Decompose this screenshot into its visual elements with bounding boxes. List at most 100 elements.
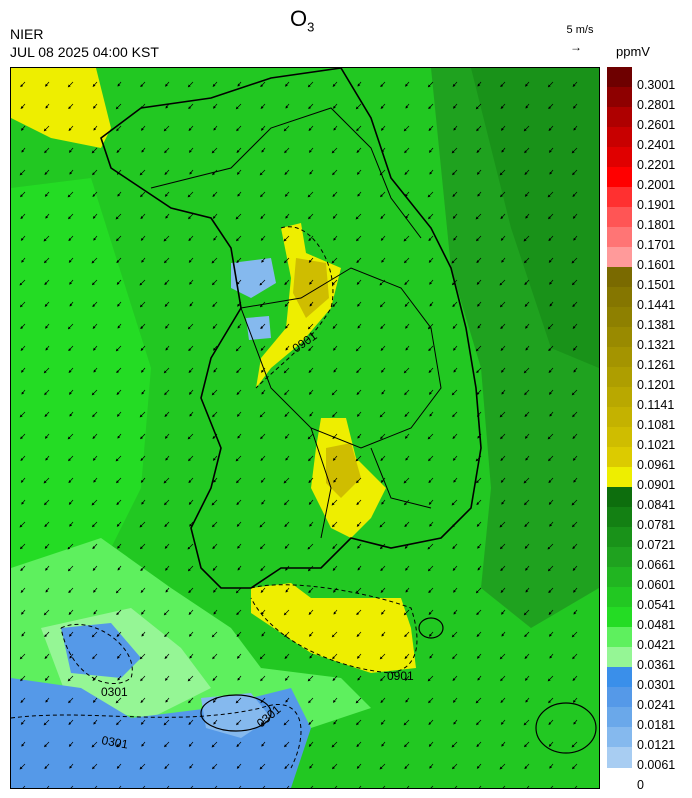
wind-vector-arrow bbox=[428, 609, 434, 615]
wind-vector-arrow bbox=[236, 389, 242, 396]
wind-vector-arrow bbox=[44, 433, 50, 439]
legend-tick-label: 0.0241 bbox=[637, 698, 676, 712]
wind-vector-arrow bbox=[19, 279, 26, 286]
wind-vector-arrow bbox=[427, 81, 434, 88]
wind-vector-arrow bbox=[452, 675, 458, 682]
wind-vector-arrow bbox=[307, 323, 314, 330]
province-borders bbox=[240, 267, 442, 449]
wind-vector-arrow bbox=[524, 433, 530, 439]
wind-vector-arrow bbox=[164, 191, 170, 197]
legend-swatch bbox=[607, 747, 632, 768]
wind-vector-arrow bbox=[284, 433, 290, 439]
wind-vector-arrow bbox=[237, 565, 242, 571]
wind-vector-arrow bbox=[212, 565, 218, 571]
wind-vector-arrow bbox=[163, 367, 170, 374]
wind-vector-arrow bbox=[429, 763, 434, 769]
wind-vector-arrow bbox=[236, 147, 242, 154]
wind-vector-arrow bbox=[476, 411, 482, 417]
wind-vector-arrow bbox=[115, 213, 122, 220]
legend-swatch bbox=[607, 647, 632, 668]
wind-vector-arrow bbox=[285, 103, 290, 109]
wind-vector-arrow bbox=[572, 565, 578, 571]
wind-vector-arrow bbox=[357, 565, 362, 571]
wind-vector-arrow bbox=[476, 609, 482, 616]
wind-vector-arrow bbox=[428, 213, 434, 220]
wind-vector-arrow bbox=[332, 675, 338, 682]
wind-vector-arrow bbox=[164, 389, 170, 396]
island-jeju bbox=[200, 694, 272, 732]
wind-vector-arrow bbox=[20, 433, 26, 440]
wind-vector-arrow bbox=[260, 675, 266, 682]
legend-tick-label: 0.1441 bbox=[637, 298, 676, 312]
wind-vector-arrow bbox=[163, 609, 170, 616]
wind-vector-arrow bbox=[355, 235, 362, 242]
wind-vector-arrow bbox=[357, 191, 362, 197]
wind-vector-arrow bbox=[212, 301, 218, 308]
wind-vector-arrow bbox=[116, 125, 122, 132]
wind-vector-arrow bbox=[524, 389, 530, 396]
wind-vector-arrow bbox=[572, 653, 578, 660]
wind-vector-arrow bbox=[525, 565, 530, 571]
wind-vector-arrow bbox=[188, 367, 194, 373]
wind-vector-arrow bbox=[140, 697, 146, 704]
wind-vector-arrow bbox=[332, 411, 338, 418]
wind-vector-arrow bbox=[45, 697, 50, 703]
wind-vector-arrow bbox=[499, 521, 506, 528]
wind-vector-arrow bbox=[165, 345, 170, 351]
wind-vector-arrow bbox=[261, 499, 266, 505]
legend-tick-label: 0.0361 bbox=[637, 658, 676, 672]
wind-vector-arrow bbox=[236, 741, 242, 748]
wind-vector-arrow bbox=[44, 631, 50, 638]
wind-vector-arrow bbox=[236, 279, 242, 285]
wind-vector-arrow bbox=[333, 477, 338, 483]
wind-vector-arrow bbox=[525, 697, 530, 703]
wind-vector-arrow bbox=[573, 477, 578, 483]
wind-vector-arrow bbox=[332, 543, 338, 550]
wind-vector-arrow bbox=[140, 81, 146, 88]
wind-vector-arrow bbox=[19, 169, 26, 176]
wind-vector-arrow bbox=[331, 279, 338, 286]
wind-vector-arrow bbox=[68, 499, 74, 505]
wind-vector-arrow bbox=[235, 345, 242, 352]
wind-vector-arrow bbox=[309, 301, 314, 307]
wind-vector-arrow bbox=[188, 389, 194, 395]
wind-vector-arrow bbox=[237, 433, 242, 439]
wind-vector-arrow bbox=[45, 345, 50, 351]
wind-vector-arrow bbox=[164, 433, 170, 439]
wind-vector-arrow bbox=[69, 631, 74, 637]
wind-vector-arrow bbox=[20, 81, 26, 88]
wind-vector-arrow bbox=[500, 675, 506, 682]
wind-vector-arrow bbox=[91, 257, 98, 264]
wind-vector-arrow bbox=[549, 653, 554, 659]
wind-vector-arrow bbox=[188, 213, 194, 220]
wind-vector-arrow bbox=[355, 103, 362, 110]
legend-swatch bbox=[607, 387, 632, 408]
wind-vector-arrow bbox=[403, 235, 410, 242]
wind-vector-arrow bbox=[523, 477, 530, 484]
wind-vector-arrow bbox=[69, 521, 74, 527]
wind-vector-arrow bbox=[19, 763, 26, 770]
wind-vector-arrow bbox=[379, 543, 386, 550]
organization-label: NIER bbox=[10, 26, 44, 42]
wind-vector-arrow bbox=[451, 147, 458, 154]
wind-vector-arrow bbox=[116, 411, 122, 417]
wind-vector-layer bbox=[19, 81, 578, 788]
wind-vector-arrow bbox=[500, 191, 506, 198]
wind-vector-arrow bbox=[188, 697, 194, 704]
wind-vector-arrow bbox=[188, 257, 194, 263]
wind-vector-arrow bbox=[356, 169, 362, 175]
wind-vector-arrow bbox=[92, 653, 98, 660]
legend-swatch bbox=[607, 227, 632, 248]
wind-vector-arrow bbox=[404, 543, 410, 549]
wind-vector-arrow bbox=[212, 411, 218, 418]
wind-vector-arrow bbox=[164, 631, 170, 638]
wind-vector-arrow bbox=[357, 433, 362, 439]
wind-vector-arrow bbox=[140, 125, 146, 131]
wind-vector-arrow bbox=[236, 367, 242, 374]
legend-swatch bbox=[607, 147, 632, 168]
wind-vector-arrow bbox=[20, 455, 26, 462]
wind-vector-arrow bbox=[476, 653, 482, 659]
wind-vector-arrow bbox=[451, 631, 458, 638]
legend-swatch bbox=[607, 347, 632, 368]
wind-vector-arrow bbox=[476, 763, 482, 769]
